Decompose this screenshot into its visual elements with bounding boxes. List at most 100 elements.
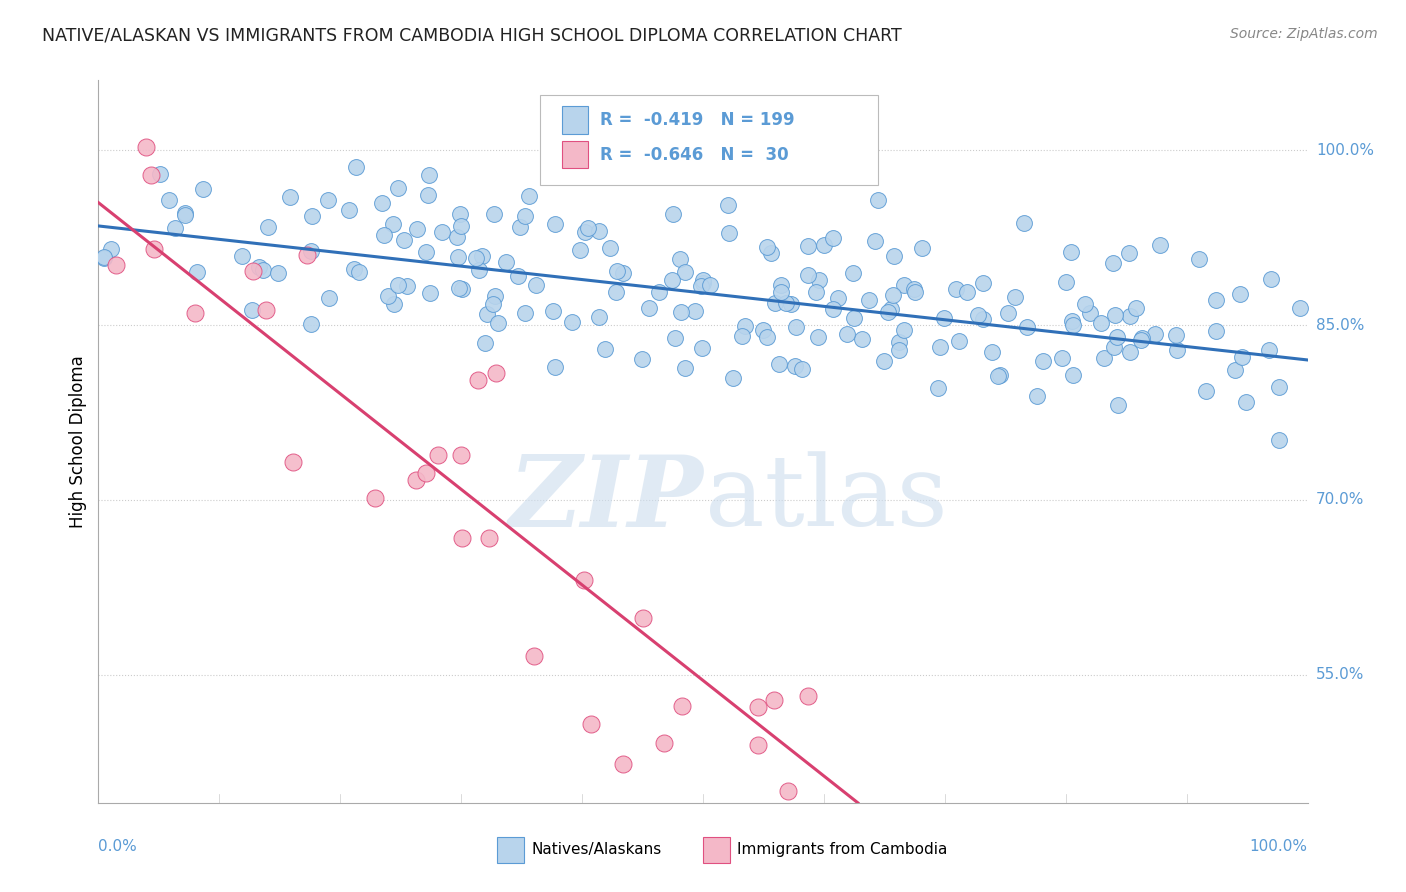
Point: [468, 263, 491, 277]
Point: [543, 303, 565, 318]
Point: [807, 330, 830, 344]
Text: ZIP: ZIP: [508, 451, 703, 548]
Point: [247, 260, 270, 274]
Point: [495, 255, 517, 269]
Point: [835, 327, 858, 342]
Point: [1129, 333, 1152, 347]
Point: [1060, 245, 1083, 260]
Point: [734, 318, 756, 333]
Point: [1257, 343, 1279, 357]
Point: [149, 167, 172, 181]
Point: [342, 262, 364, 277]
Point: [1094, 351, 1116, 365]
Point: [972, 312, 994, 326]
Point: [509, 219, 531, 234]
Point: [928, 340, 950, 354]
Point: [893, 323, 915, 337]
Point: [105, 258, 128, 272]
Text: atlas: atlas: [706, 451, 948, 547]
Point: [387, 181, 409, 195]
Point: [191, 182, 214, 196]
Point: [299, 244, 322, 259]
Point: [450, 219, 472, 233]
Point: [776, 784, 799, 798]
Point: [1105, 329, 1128, 343]
Point: [967, 308, 990, 322]
Point: [569, 244, 592, 258]
Point: [673, 265, 696, 279]
Text: Immigrants from Cambodia: Immigrants from Cambodia: [737, 842, 948, 857]
Point: [807, 273, 830, 287]
Point: [1104, 308, 1126, 322]
Point: [717, 198, 740, 212]
Point: [756, 330, 779, 344]
Point: [844, 311, 866, 326]
Point: [301, 209, 323, 223]
Point: [927, 381, 949, 395]
Point: [775, 296, 797, 310]
Point: [373, 227, 395, 242]
Point: [823, 231, 845, 245]
Point: [257, 219, 280, 234]
Point: [553, 150, 575, 164]
Point: [1062, 318, 1084, 332]
Text: R =  -0.419   N = 199: R = -0.419 N = 199: [600, 111, 794, 129]
Point: [689, 278, 711, 293]
Point: [1125, 301, 1147, 315]
Point: [956, 285, 979, 300]
Point: [1229, 287, 1251, 301]
Point: [612, 757, 634, 772]
Point: [997, 306, 1019, 320]
Point: [157, 194, 180, 208]
Point: [231, 249, 253, 263]
Point: [447, 250, 470, 264]
Point: [186, 265, 208, 279]
Point: [669, 252, 692, 267]
Point: [508, 268, 530, 283]
Point: [595, 342, 617, 356]
Point: [450, 207, 472, 221]
Point: [599, 241, 621, 255]
Point: [1225, 362, 1247, 376]
Point: [804, 285, 827, 299]
Point: [671, 698, 693, 713]
Point: [283, 455, 305, 469]
Point: [1205, 293, 1227, 307]
Point: [415, 244, 437, 259]
Point: [240, 303, 263, 318]
Point: [544, 359, 567, 374]
Point: [605, 264, 627, 278]
Point: [163, 221, 186, 235]
Point: [266, 266, 288, 280]
Point: [770, 278, 793, 293]
Point: [576, 221, 599, 235]
Point: [371, 196, 394, 211]
Point: [1289, 301, 1312, 315]
Point: [1187, 252, 1209, 267]
Point: [721, 370, 744, 384]
Point: [1014, 216, 1036, 230]
FancyBboxPatch shape: [540, 95, 879, 185]
Point: [631, 351, 654, 366]
Point: [561, 315, 583, 329]
Point: [731, 329, 754, 343]
Point: [792, 362, 814, 376]
Point: [1118, 246, 1140, 260]
Point: [780, 297, 803, 311]
Point: [987, 368, 1010, 383]
Point: [318, 291, 340, 305]
Point: [747, 699, 769, 714]
Point: [1062, 368, 1084, 382]
Text: Natives/Alaskans: Natives/Alaskans: [531, 842, 662, 857]
Point: [364, 491, 387, 506]
Point: [673, 360, 696, 375]
Point: [1119, 345, 1142, 359]
Point: [813, 238, 835, 252]
FancyBboxPatch shape: [561, 106, 588, 134]
Point: [451, 531, 474, 545]
Point: [692, 272, 714, 286]
Text: 100.0%: 100.0%: [1316, 143, 1374, 158]
Point: [406, 222, 429, 236]
Point: [988, 368, 1011, 382]
Point: [882, 288, 904, 302]
